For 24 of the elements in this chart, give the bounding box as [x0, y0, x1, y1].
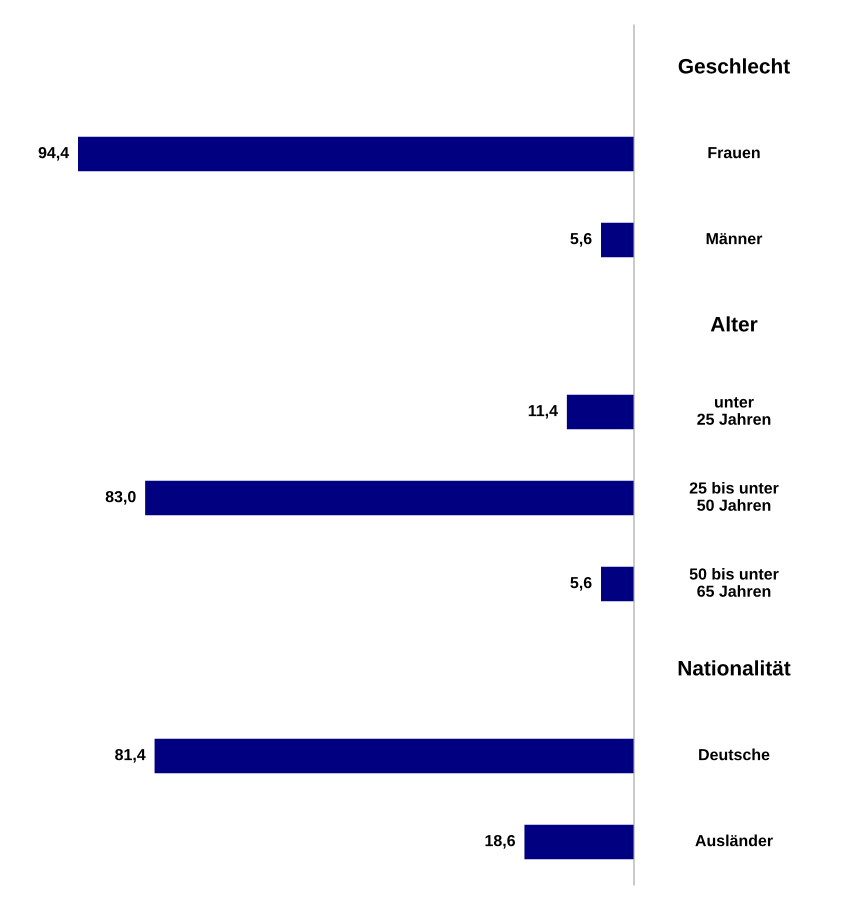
y-tick-label: Deutsche: [699, 748, 770, 760]
bar: [524, 824, 634, 860]
data-label: 83,0: [106, 490, 136, 505]
data-label: 5,6: [570, 576, 592, 591]
data-label: 11,4: [528, 405, 558, 419]
y-tick-label: 50 bis unter 65 Jahren: [690, 568, 779, 597]
bar: [154, 738, 634, 774]
bar: [601, 566, 634, 602]
y-tick-label: Nationalität: [678, 660, 790, 676]
data-label: 18,6: [485, 834, 515, 849]
y-tick-label: Geschlecht: [678, 58, 790, 74]
y-tick-label: Männer: [706, 233, 762, 244]
bar: [566, 394, 634, 430]
data-label: 94,4: [38, 146, 70, 161]
y-tick-label: Ausländer: [695, 834, 773, 846]
bar: [145, 480, 634, 516]
data-label: 81,4: [115, 748, 146, 763]
y-tick-label: 25 bis unter 50 Jahren: [690, 482, 779, 511]
bar: [601, 222, 634, 258]
data-label: 5,6: [570, 232, 592, 247]
y-tick-label: Alter: [710, 316, 758, 332]
bar: [78, 136, 634, 172]
y-tick-label: Frauen: [708, 147, 760, 158]
y-tick-label: unter 25 Jahren: [697, 397, 770, 425]
